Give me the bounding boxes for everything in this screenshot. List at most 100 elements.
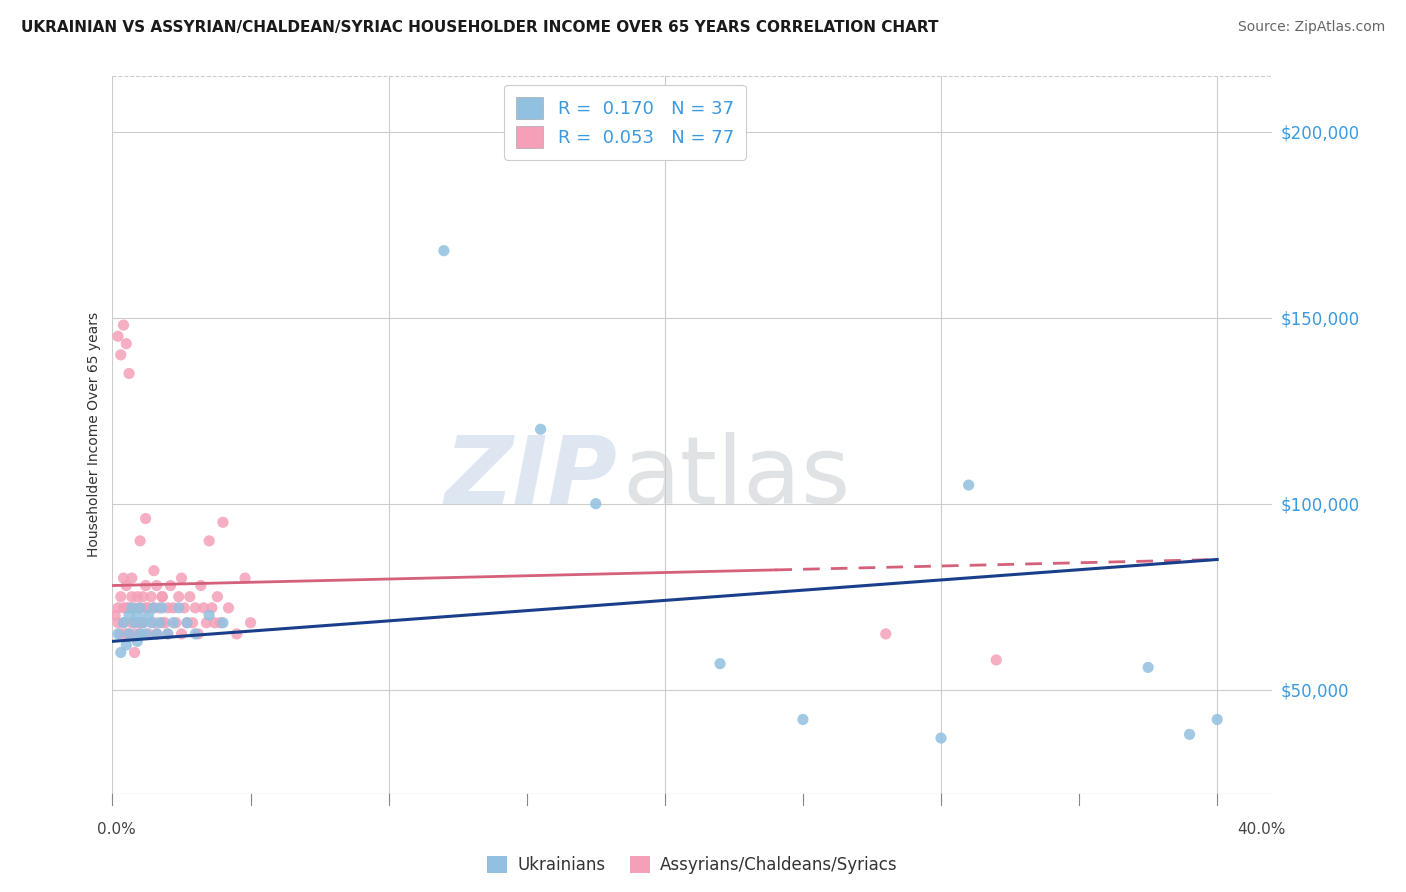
Point xyxy=(127,590,149,604)
Point xyxy=(986,653,1008,667)
Point xyxy=(145,578,167,592)
Point xyxy=(115,627,138,641)
Point xyxy=(118,367,141,381)
Point xyxy=(107,615,129,630)
Point xyxy=(115,638,138,652)
Point xyxy=(173,600,195,615)
Point xyxy=(129,600,152,615)
Point xyxy=(129,627,152,641)
Point xyxy=(233,571,256,585)
Point xyxy=(209,615,232,630)
Point xyxy=(148,615,170,630)
Point xyxy=(107,627,129,641)
Point xyxy=(118,627,141,641)
Point xyxy=(148,600,170,615)
Point xyxy=(150,590,173,604)
Text: 0.0%: 0.0% xyxy=(97,822,136,837)
Point xyxy=(212,615,235,630)
Point xyxy=(150,600,173,615)
Point xyxy=(167,590,190,604)
Point xyxy=(187,627,209,641)
Point xyxy=(112,571,135,585)
Point xyxy=(212,516,235,530)
Point xyxy=(529,422,551,436)
Point xyxy=(1178,727,1201,741)
Point xyxy=(121,590,143,604)
Point xyxy=(150,615,173,630)
Point xyxy=(195,615,218,630)
Point xyxy=(585,497,607,511)
Point xyxy=(184,600,207,615)
Point xyxy=(207,590,229,604)
Point xyxy=(132,615,155,630)
Text: ZIP: ZIP xyxy=(444,432,617,524)
Point xyxy=(127,634,149,648)
Point xyxy=(121,571,143,585)
Point xyxy=(107,600,129,615)
Point xyxy=(162,615,184,630)
Point xyxy=(118,627,141,641)
Point xyxy=(176,615,198,630)
Point xyxy=(198,533,221,548)
Point xyxy=(142,615,165,630)
Point xyxy=(132,615,155,630)
Point xyxy=(433,244,456,258)
Point xyxy=(957,478,980,492)
Point xyxy=(129,615,152,630)
Point xyxy=(110,646,132,660)
Text: UKRAINIAN VS ASSYRIAN/CHALDEAN/SYRIAC HOUSEHOLDER INCOME OVER 65 YEARS CORRELATI: UKRAINIAN VS ASSYRIAN/CHALDEAN/SYRIAC HO… xyxy=(21,20,939,35)
Point xyxy=(198,608,221,623)
Point xyxy=(145,627,167,641)
Point xyxy=(153,615,176,630)
Point xyxy=(112,615,135,630)
Point xyxy=(121,600,143,615)
Point xyxy=(112,600,135,615)
Point xyxy=(162,600,184,615)
Point xyxy=(138,600,160,615)
Point xyxy=(124,646,146,660)
Point xyxy=(179,590,201,604)
Point xyxy=(929,731,952,745)
Point xyxy=(132,590,155,604)
Text: 40.0%: 40.0% xyxy=(1237,822,1285,837)
Point xyxy=(135,578,157,592)
Point xyxy=(142,600,165,615)
Point xyxy=(107,329,129,343)
Point xyxy=(138,608,160,623)
Legend: Ukrainians, Assyrians/Chaldeans/Syriacs: Ukrainians, Assyrians/Chaldeans/Syriacs xyxy=(479,847,905,882)
Point xyxy=(115,336,138,351)
Point xyxy=(112,615,135,630)
Y-axis label: Householder Income Over 65 years: Householder Income Over 65 years xyxy=(87,312,101,558)
Point xyxy=(135,511,157,525)
Point xyxy=(110,627,132,641)
Text: atlas: atlas xyxy=(623,432,851,524)
Point xyxy=(121,615,143,630)
Point xyxy=(167,600,190,615)
Point xyxy=(129,533,152,548)
Point xyxy=(124,600,146,615)
Text: Source: ZipAtlas.com: Source: ZipAtlas.com xyxy=(1237,20,1385,34)
Point xyxy=(142,564,165,578)
Point xyxy=(129,627,152,641)
Point xyxy=(135,627,157,641)
Point xyxy=(170,571,193,585)
Point xyxy=(181,615,204,630)
Point xyxy=(142,600,165,615)
Point xyxy=(124,615,146,630)
Point xyxy=(124,627,146,641)
Point xyxy=(156,627,179,641)
Point xyxy=(709,657,731,671)
Point xyxy=(792,713,814,727)
Point xyxy=(145,627,167,641)
Point xyxy=(138,627,160,641)
Point xyxy=(239,615,262,630)
Point xyxy=(156,600,179,615)
Point xyxy=(112,318,135,332)
Point xyxy=(141,615,163,630)
Point xyxy=(115,600,138,615)
Point xyxy=(104,608,127,623)
Point xyxy=(150,590,173,604)
Point xyxy=(875,627,897,641)
Point xyxy=(127,615,149,630)
Point xyxy=(218,600,240,615)
